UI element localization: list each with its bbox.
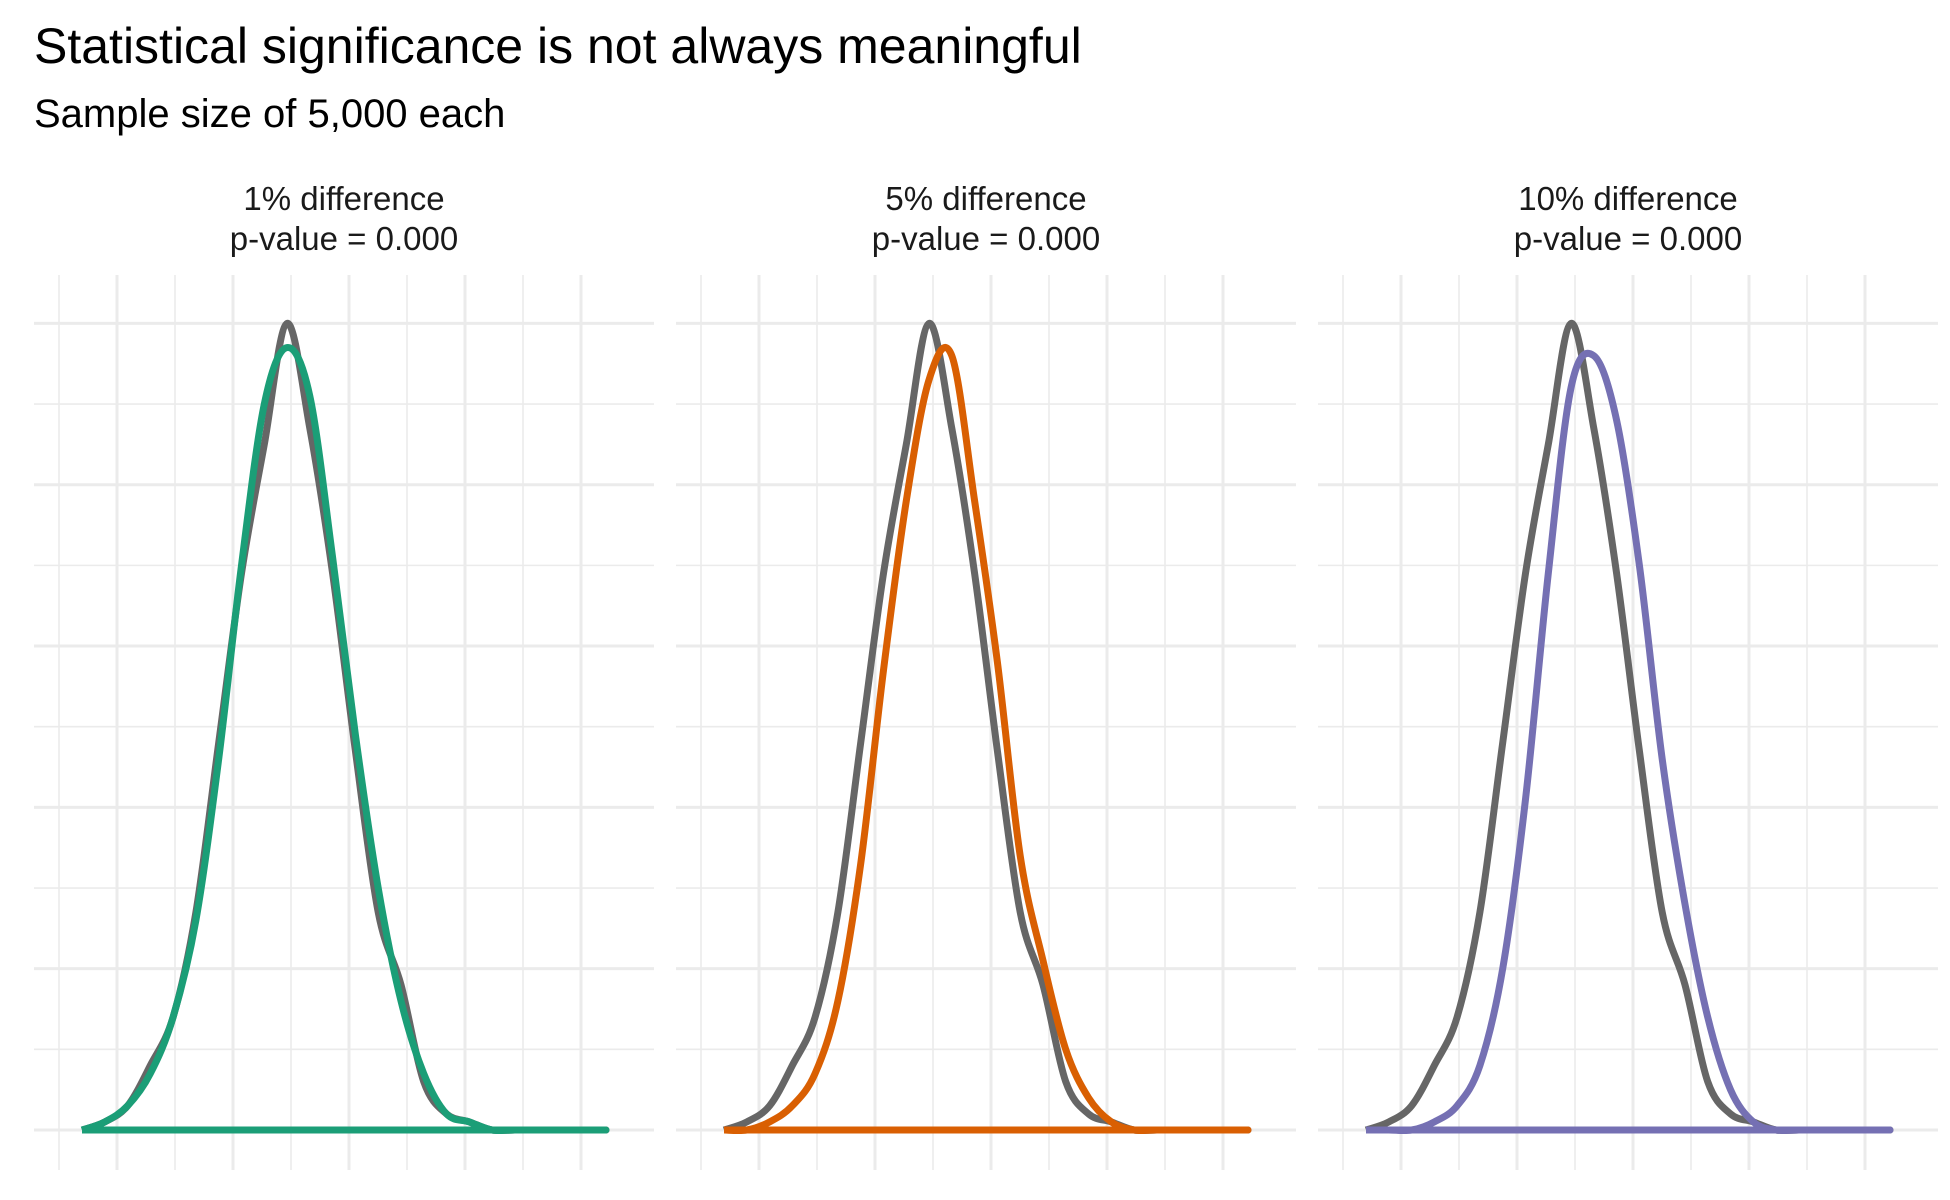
chart-title: Statistical significance is not always m… <box>34 18 1082 74</box>
panel-2-h-gridlines <box>676 321 1296 1132</box>
panel-pvalue: p-value = 0.000 <box>1514 220 1742 257</box>
panel-pvalue: p-value = 0.000 <box>872 220 1100 257</box>
panel-3-h-gridlines <box>1318 321 1938 1132</box>
panel-3-v-gridlines <box>1342 275 1867 1170</box>
treatment-density-line <box>80 344 610 1135</box>
treatment-density-line <box>1365 349 1894 1135</box>
panel-1-h-gridlines <box>34 321 654 1132</box>
treatment-density-line <box>723 344 1252 1135</box>
chart-subtitle: Sample size of 5,000 each <box>34 92 506 136</box>
panel-1-v-gridlines <box>58 275 583 1170</box>
panel-title: 1% difference <box>243 180 444 217</box>
panel-pvalue: p-value = 0.000 <box>230 220 458 257</box>
panel-title: 10% difference <box>1518 180 1738 217</box>
panel-title: 5% difference <box>885 180 1086 217</box>
